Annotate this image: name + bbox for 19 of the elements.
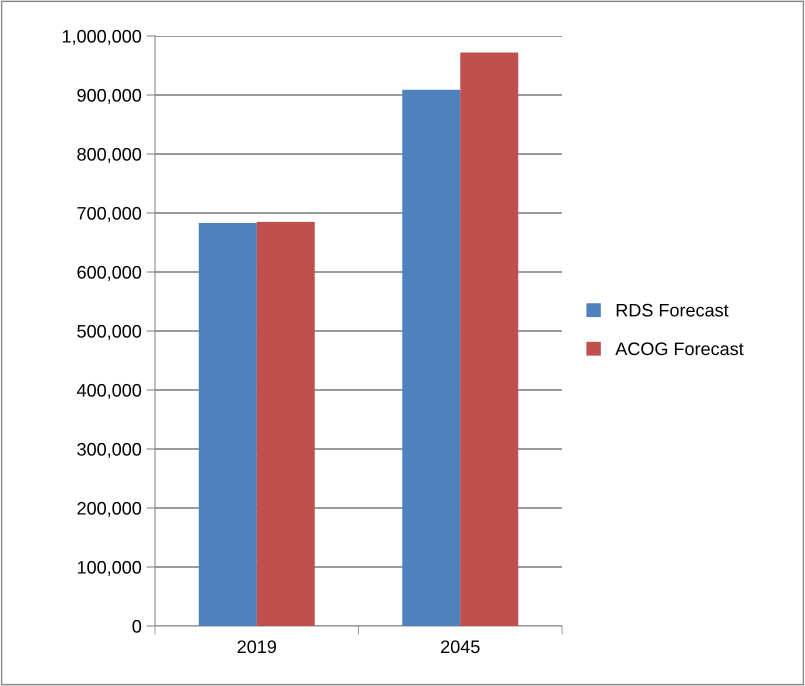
y-tick-label: 300,000 [77,442,142,458]
y-tick-label: 100,000 [78,560,142,576]
legend-label: ACOG Forecast [615,342,744,356]
y-tick-label: 200,000 [77,502,142,517]
y-tick-label: 900,000 [77,88,142,104]
y-tick-label: 700,000 [77,206,142,222]
y-tick-label: 400,000 [76,384,142,399]
y-tick-label: 800,000 [77,148,142,163]
y-tick-label: 500,000 [77,324,142,340]
x-tick-label: 2045 [441,640,480,654]
y-tick-label: 1,000,000 [62,30,142,45]
bar [460,52,518,626]
y-tick-label: 0 [132,620,142,633]
bar [402,90,460,626]
bar [198,223,257,626]
legend-label: RDS Forecast [616,304,729,317]
y-tick-label: 600,000 [77,266,142,281]
bar [256,222,315,626]
x-tick-label: 2019 [238,640,276,654]
